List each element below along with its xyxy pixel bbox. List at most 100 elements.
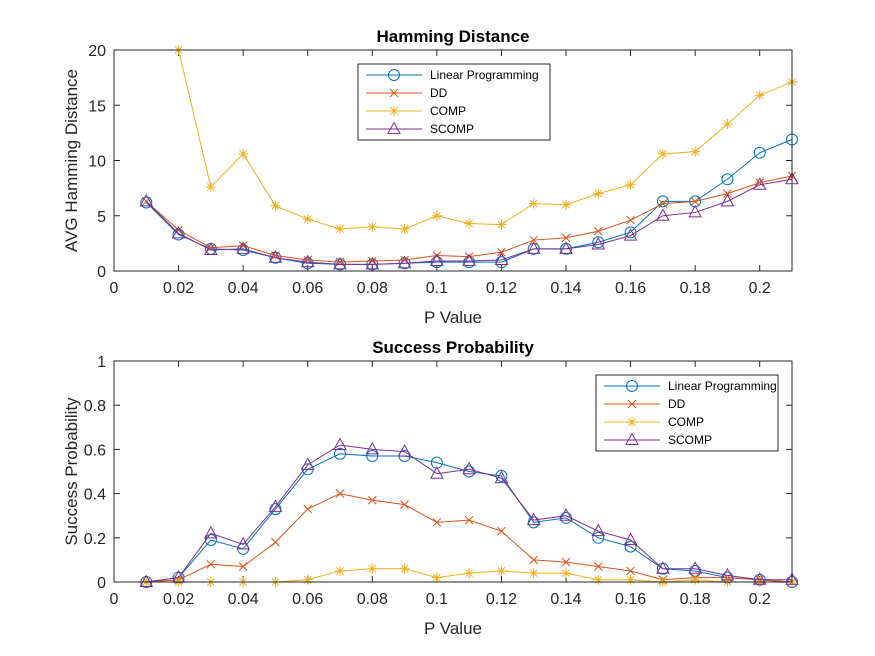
data-point [462,461,476,475]
series-line [178,49,793,230]
data-point [529,555,539,565]
data-point [238,148,249,159]
data-point [497,526,506,536]
data-point [623,228,638,241]
data-point [334,447,346,460]
data-point [592,531,605,544]
x-tick-label: 0.14 [550,591,581,608]
x-tick-label: 0 [110,591,119,608]
success-probability-chart: 0 0.02 0.04 0.06 0.08 0.1 0.12 0.14 0.16 0.18 0.2 0… [62,338,799,638]
data-point [722,119,733,130]
y-tick-label: 0.6 [84,442,106,459]
data-point [528,198,539,209]
legend-entry: DD [604,397,686,411]
chart-title: Hamming Distance [376,27,529,46]
data-point [494,252,509,265]
legend-entry: Linear Programming [366,68,539,82]
x-tick-label: 0.16 [615,591,646,608]
axes-box [113,360,793,583]
data-point [785,572,799,585]
legend-entry: SCOMP [604,432,712,447]
data-point [303,504,313,514]
y-tick-label: 5 [97,209,106,226]
data-point [430,253,444,267]
legend-marker [625,432,639,445]
data-point [656,195,669,208]
data-point [367,563,378,574]
data-point [204,242,218,256]
data-point [431,210,442,221]
legend-marker [627,417,637,427]
legend-label: DD [430,86,448,100]
data-point [626,566,635,576]
data-point [399,563,410,574]
data-point [526,241,541,254]
x-tick-label: 0.12 [486,591,517,608]
data-point [236,536,250,550]
legend-marker [626,380,638,392]
data-point [721,173,734,186]
legend: Linear Programming DD COMP SCOMP [595,374,779,452]
data-point [658,199,668,208]
x-tick-label: 0.2 [749,280,771,297]
data-point [624,540,637,553]
series-scomp [139,171,799,270]
data-point [657,148,668,159]
data-point [529,235,539,245]
series-scomp [139,437,799,587]
data-point [593,226,603,236]
legend: Linear Programming DD COMP SCOMP [357,63,551,141]
data-point [497,247,506,257]
data-point [333,437,347,450]
data-point [752,177,767,190]
data-point [397,255,412,269]
legend-entry: COMP [366,104,466,118]
data-point [690,146,701,157]
data-point [335,489,345,498]
series-comp [173,45,797,235]
data-point [593,562,603,571]
data-point [300,457,315,470]
x-tick-label: 0.16 [615,280,646,297]
data-point [626,215,635,225]
data-point [527,516,540,529]
series-line [145,178,793,265]
x-tick-label: 0.04 [228,591,259,608]
data-point [561,233,571,243]
data-point [495,469,508,482]
legend-entry: DD [366,86,448,100]
data-point [528,568,539,579]
x-tick-label: 0.18 [680,591,711,608]
data-point [559,508,573,521]
data-point [526,512,541,526]
data-point [268,250,283,263]
legend-marker [388,69,400,81]
legend-marker [627,399,637,409]
data-point [561,568,571,579]
data-point [300,254,315,268]
series-line [146,453,793,583]
x-axis-label: P Value [424,308,482,327]
legend-entry: SCOMP [366,121,474,136]
data-point [206,243,216,253]
data-point [753,146,766,159]
data-point [723,189,732,199]
data-point [752,572,767,585]
data-point [688,204,702,218]
data-point [431,572,442,583]
chart-title: Success Probability [372,338,534,357]
data-point [495,256,508,269]
data-point [464,568,475,579]
data-point [206,559,216,569]
data-point [367,495,377,505]
data-point [496,219,507,230]
data-point [720,567,735,581]
legend-marker [387,121,401,134]
data-point [623,532,638,546]
legend-label: DD [668,397,686,411]
y-tick-label: 0.2 [84,531,106,548]
x-tick-label: 0.12 [486,280,517,297]
x-tick-label: 0.04 [228,280,259,297]
data-point [593,574,604,585]
